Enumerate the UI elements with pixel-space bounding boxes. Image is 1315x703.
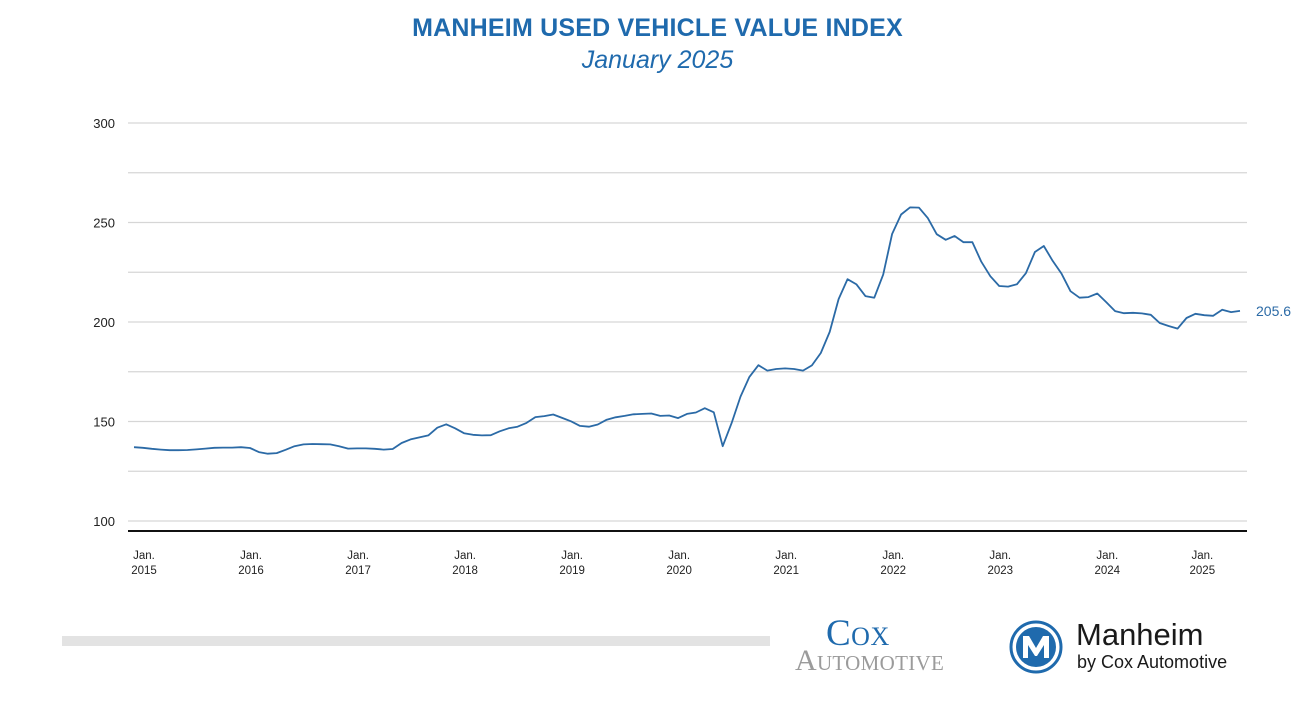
cox-logo-word: Cox <box>826 613 890 654</box>
y-axis-tick-labels: 100 150 200 250 300 <box>93 116 115 529</box>
x-tick-label: Jan. 2015 <box>131 550 157 577</box>
y-tick-label: 300 <box>93 116 115 131</box>
manheim-m-icon <box>1009 620 1063 674</box>
manheim-logo-subtitle: by Cox Automotive <box>1077 652 1228 672</box>
x-tick-label: Jan. 2018 <box>452 550 478 577</box>
x-tick-label: Jan. 2022 <box>880 550 906 577</box>
manheim-logo-name: Manheim <box>1076 617 1204 652</box>
x-tick-label: Jan. 2016 <box>238 550 264 577</box>
cox-automotive-logo: Cox Automotive <box>795 612 990 678</box>
automotive-logo-word: Automotive <box>795 644 945 677</box>
line-chart: 100 150 200 250 300 Jan. 2015 Jan. 2016 Jan. 2017… <box>93 116 1291 577</box>
x-tick-label: Jan. 2019 <box>559 550 585 577</box>
x-tick-label: Jan. 2024 <box>1094 550 1120 577</box>
chart-title: MANHEIM USED VEHICLE VALUE INDEX <box>412 14 903 42</box>
x-tick-label: Jan. 2017 <box>345 550 371 577</box>
gridlines <box>128 122 1247 522</box>
x-axis-tick-labels: Jan. 2015 Jan. 2016 Jan. 2017 Jan. 2018 Jan. 2019… <box>131 550 1215 577</box>
x-tick-label: Jan. 2025 <box>1190 550 1216 577</box>
y-tick-label: 150 <box>93 415 115 430</box>
x-tick-label: Jan. 2020 <box>666 550 692 577</box>
end-value-label: 205.6 <box>1256 303 1291 319</box>
x-tick-label: Jan. 2021 <box>773 550 799 577</box>
y-tick-label: 250 <box>93 216 115 231</box>
footer-divider-bar <box>62 636 770 646</box>
y-tick-label: 200 <box>93 315 115 330</box>
chart-subtitle: January 2025 <box>581 46 734 74</box>
y-tick-label: 100 <box>93 514 115 529</box>
series-line <box>133 206 1241 455</box>
x-tick-label: Jan. 2023 <box>987 550 1013 577</box>
